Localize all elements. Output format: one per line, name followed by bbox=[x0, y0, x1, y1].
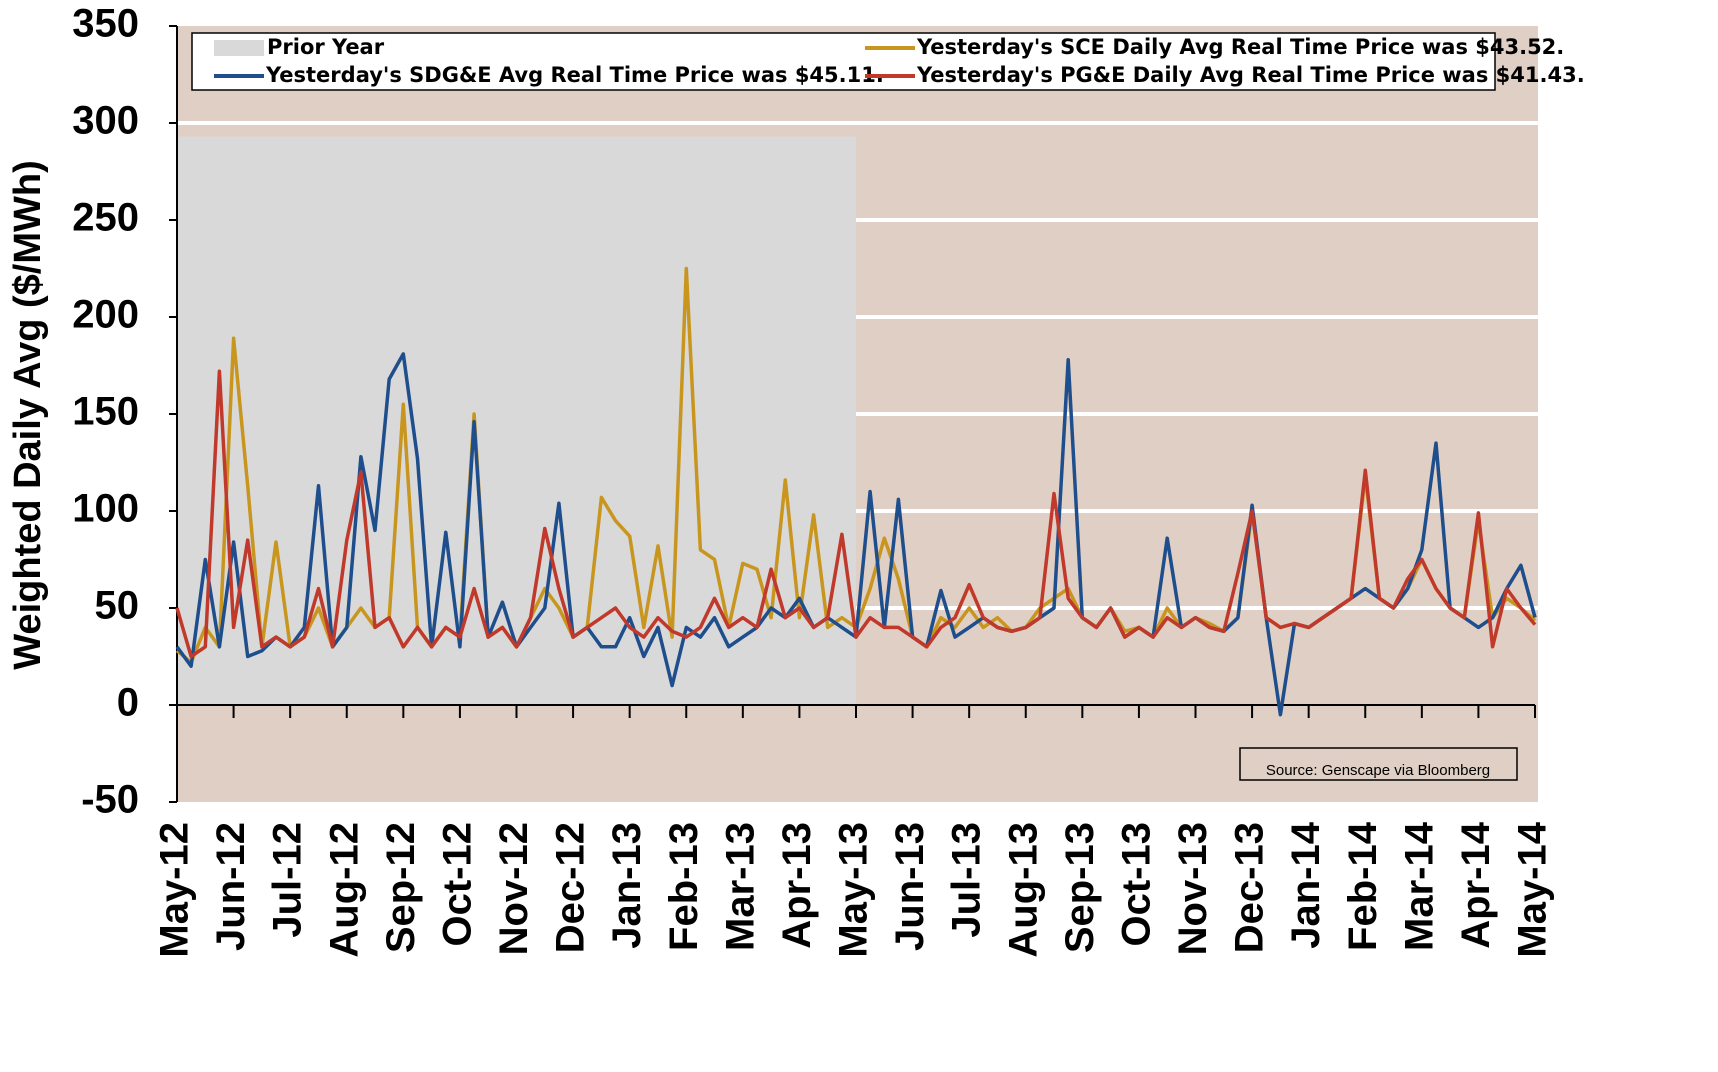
y-tick-label: 350 bbox=[72, 2, 139, 46]
y-tick-label: 150 bbox=[72, 390, 139, 434]
legend-box bbox=[191, 32, 1496, 91]
y-tick-label: 50 bbox=[95, 584, 140, 628]
x-tick-label: Nov-13 bbox=[1171, 822, 1215, 955]
source-note: Source: Genscape via Bloomberg bbox=[1266, 762, 1490, 779]
x-tick-label: Apr-14 bbox=[1454, 821, 1498, 948]
y-tick-label: 0 bbox=[117, 681, 139, 725]
x-tick-label: Aug-13 bbox=[1001, 822, 1045, 958]
legend-label: Yesterday's SCE Daily Avg Real Time Pric… bbox=[916, 35, 1564, 59]
y-tick-label: 200 bbox=[72, 293, 139, 337]
x-tick-label: Jun-12 bbox=[209, 822, 253, 951]
y-tick-label: -50 bbox=[81, 778, 139, 822]
y-tick-label: 300 bbox=[72, 99, 139, 143]
x-tick-label: Nov-12 bbox=[492, 822, 536, 955]
x-tick-label: Mar-14 bbox=[1397, 821, 1441, 951]
x-tick-label: Mar-13 bbox=[718, 822, 762, 951]
legend-label: Yesterday's PG&E Daily Avg Real Time Pri… bbox=[916, 63, 1585, 87]
x-tick-label: Jan-13 bbox=[605, 822, 649, 949]
x-tick-label: Oct-12 bbox=[435, 822, 479, 947]
x-tick-label: May-12 bbox=[153, 822, 197, 958]
x-tick-label: Aug-12 bbox=[322, 822, 366, 958]
x-tick-label: Jan-14 bbox=[1284, 821, 1328, 948]
x-tick-label: Sep-13 bbox=[1058, 822, 1102, 953]
y-tick-label: 100 bbox=[72, 487, 139, 531]
x-tick-label: Jul-13 bbox=[945, 822, 989, 938]
legend-label: Prior Year bbox=[267, 35, 385, 59]
x-tick-label: Sep-12 bbox=[379, 822, 423, 953]
legend-label: Yesterday's SDG&E Avg Real Time Price wa… bbox=[265, 63, 884, 87]
legend-swatch bbox=[214, 40, 264, 56]
x-tick-label: Jul-12 bbox=[266, 822, 310, 938]
x-tick-label: Feb-13 bbox=[662, 822, 706, 951]
x-tick-label: May-14 bbox=[1511, 821, 1555, 957]
x-tick-label: Jun-13 bbox=[888, 822, 932, 951]
price-line bbox=[175, 369, 1537, 659]
x-tick-label: Feb-14 bbox=[1341, 821, 1385, 951]
x-tick-label: Oct-13 bbox=[1114, 822, 1158, 947]
prior-year-shade bbox=[177, 136, 856, 705]
y-tick-label: 250 bbox=[72, 196, 139, 240]
x-tick-label: Dec-12 bbox=[549, 822, 593, 953]
x-tick-label: Apr-13 bbox=[775, 822, 819, 949]
x-tick-label: Dec-13 bbox=[1228, 822, 1272, 953]
y-axis-label: Weighted Daily Avg ($/MWh) bbox=[7, 160, 49, 670]
source-box bbox=[1239, 747, 1518, 781]
x-tick-label: May-13 bbox=[832, 822, 876, 958]
